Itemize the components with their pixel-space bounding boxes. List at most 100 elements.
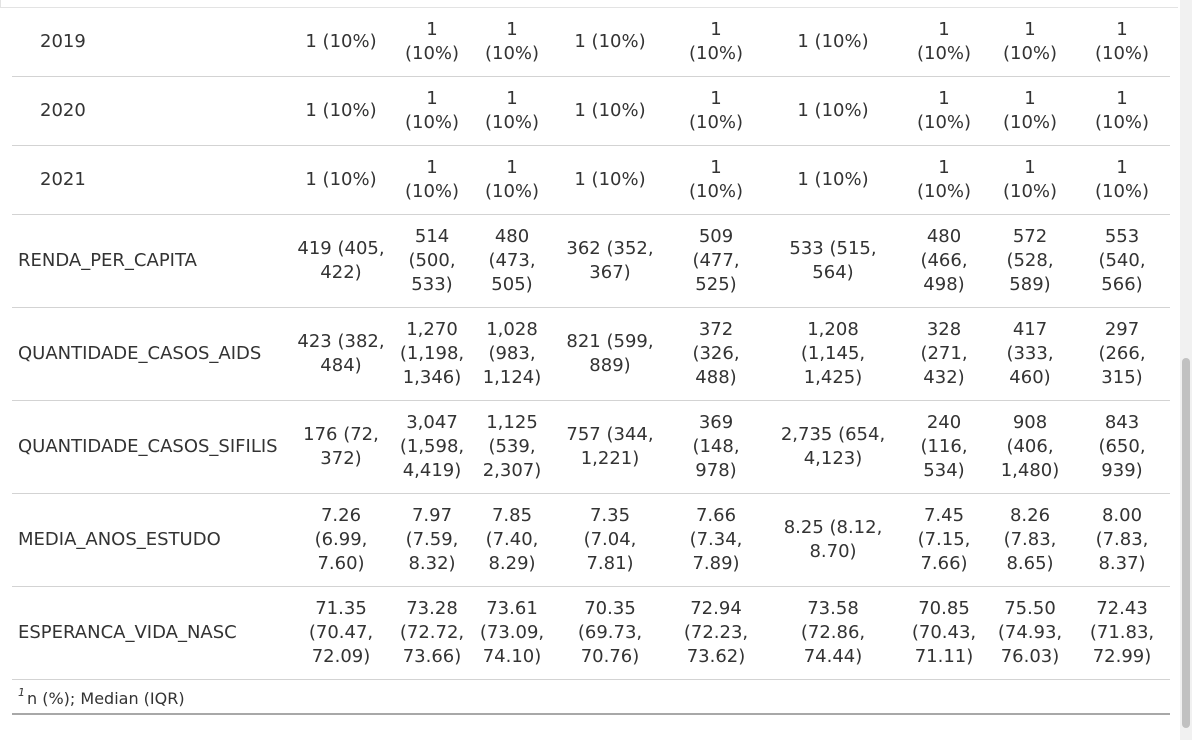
cell-value: 1 (10%) xyxy=(404,88,460,133)
table-cell: 297 (266, 315) xyxy=(1074,307,1170,401)
table-cell: 7.26 (6.99, 7.60) xyxy=(290,493,392,587)
table-cell: 73.28 (72.72, 73.66) xyxy=(392,586,472,679)
table-cell: 1 (10%) xyxy=(552,8,668,77)
table-cell: 1 (10%) xyxy=(668,76,764,146)
cell-value: 417 (333, 460) xyxy=(1006,319,1054,388)
table-cell: 71.35 (70.47, 72.09) xyxy=(290,586,392,679)
cell-value: 73.61 (73.09, 74.10) xyxy=(479,598,545,667)
table-cell: 72.43 (71.83, 72.99) xyxy=(1074,586,1170,679)
cell-value: 7.45 (7.15, 7.66) xyxy=(917,505,971,574)
cell-value: 1 (10%) xyxy=(574,100,646,121)
cell-value: 423 (382, 484) xyxy=(297,331,385,376)
table-cell: 1 (10%) xyxy=(290,145,392,215)
cell-value: 7.97 (7.59, 8.32) xyxy=(405,505,459,574)
row-label: 2020 xyxy=(12,76,290,146)
table-cell: 419 (405, 422) xyxy=(290,214,392,308)
table-cell: 2,735 (654, 4,123) xyxy=(764,400,902,494)
table-cell: 8.26 (7.83, 8.65) xyxy=(986,493,1074,587)
table-cell: 1 (10%) xyxy=(290,8,392,77)
table-cell: 7.85 (7.40, 8.29) xyxy=(472,493,552,587)
table-cell: 1 (10%) xyxy=(1074,8,1170,77)
table-cell: 480 (466, 498) xyxy=(902,214,986,308)
table-cell: 1 (10%) xyxy=(986,76,1074,146)
table-cell: 1 (10%) xyxy=(986,145,1074,215)
cell-value: 1 (10%) xyxy=(688,88,744,133)
footnote-marker: 1 xyxy=(18,686,25,699)
cell-value: 1 (10%) xyxy=(574,31,646,52)
table-cell: 553 (540, 566) xyxy=(1074,214,1170,308)
row-label: QUANTIDADE_CASOS_SIFILIS xyxy=(12,400,290,494)
table-cell: 70.35 (69.73, 70.76) xyxy=(552,586,668,679)
table-cell: 8.25 (8.12, 8.70) xyxy=(764,493,902,587)
cell-value: 73.28 (72.72, 73.66) xyxy=(399,598,465,667)
table-cell: 1,125 (539, 2,307) xyxy=(472,400,552,494)
cell-value: 509 (477, 525) xyxy=(692,226,740,295)
table-cell: 1 (10%) xyxy=(668,145,764,215)
cell-value: 1 (10%) xyxy=(797,169,869,190)
cell-value: 1 (10%) xyxy=(916,88,972,133)
table-cell: 1,270 (1,198, 1,346) xyxy=(392,307,472,401)
table-cell: 1 (10%) xyxy=(290,76,392,146)
table-body: 2019 1 (10%) 1 (10%) 1 (10%) 1 (10%) 1 (10%) 1… xyxy=(12,8,1170,679)
table-cell: 1 (10%) xyxy=(764,8,902,77)
cell-value: 7.26 (6.99, 7.60) xyxy=(314,505,368,574)
cell-value: 1 (10%) xyxy=(688,157,744,202)
footnote-text: n (%); Median (IQR) xyxy=(27,689,185,708)
table-cell: 843 (650, 939) xyxy=(1074,400,1170,494)
cell-value: 75.50 (74.93, 76.03) xyxy=(997,598,1063,667)
table-cell: 8.00 (7.83, 8.37) xyxy=(1074,493,1170,587)
cell-value: 908 (406, 1,480) xyxy=(1000,412,1060,481)
cell-value: 533 (515, 564) xyxy=(789,238,877,283)
table-cell: 1 (10%) xyxy=(902,145,986,215)
cell-value: 7.85 (7.40, 8.29) xyxy=(485,505,539,574)
table-cell: 70.85 (70.43, 71.11) xyxy=(902,586,986,679)
cell-value: 1,125 (539, 2,307) xyxy=(482,412,542,481)
table-cell: 7.45 (7.15, 7.66) xyxy=(902,493,986,587)
table-cell: 7.66 (7.34, 7.89) xyxy=(668,493,764,587)
cell-value: 1 (10%) xyxy=(916,157,972,202)
table-cell: 423 (382, 484) xyxy=(290,307,392,401)
cell-value: 1 (10%) xyxy=(305,169,377,190)
table-cell: 3,047 (1,598, 4,419) xyxy=(392,400,472,494)
table-cell: 75.50 (74.93, 76.03) xyxy=(986,586,1074,679)
cell-value: 572 (528, 589) xyxy=(1006,226,1054,295)
cell-value: 72.94 (72.23, 73.62) xyxy=(683,598,749,667)
cell-value: 7.35 (7.04, 7.81) xyxy=(583,505,637,574)
table-cell: 1 (10%) xyxy=(764,76,902,146)
table-cell: 1 (10%) xyxy=(552,145,668,215)
cell-value: 71.35 (70.47, 72.09) xyxy=(308,598,374,667)
cell-value: 1 (10%) xyxy=(1094,19,1150,64)
cell-value: 1,028 (983, 1,124) xyxy=(482,319,542,388)
row-label: RENDA_PER_CAPITA xyxy=(12,214,290,308)
cell-value: 1 (10%) xyxy=(916,19,972,64)
cell-value: 1 (10%) xyxy=(1002,19,1058,64)
scrollbar-thumb[interactable] xyxy=(1182,358,1190,728)
table-row: 2019 1 (10%) 1 (10%) 1 (10%) 1 (10%) 1 (10%) 1… xyxy=(12,8,1170,77)
cell-value: 7.66 (7.34, 7.89) xyxy=(689,505,743,574)
table-cell: 1 (10%) xyxy=(902,8,986,77)
table-cell: 509 (477, 525) xyxy=(668,214,764,308)
row-label: 2021 xyxy=(12,145,290,215)
table-row: ESPERANCA_VIDA_NASC 71.35 (70.47, 72.09) 7… xyxy=(12,586,1170,679)
cell-value: 1 (10%) xyxy=(484,157,540,202)
cell-value: 1 (10%) xyxy=(305,100,377,121)
cell-value: 176 (72, 372) xyxy=(303,424,379,469)
table-cell: 176 (72, 372) xyxy=(290,400,392,494)
vertical-scrollbar[interactable] xyxy=(1180,0,1192,740)
cell-value: 8.25 (8.12, 8.70) xyxy=(783,517,883,562)
table-cell: 514 (500, 533) xyxy=(392,214,472,308)
cell-value: 1 (10%) xyxy=(305,31,377,52)
cell-value: 1 (10%) xyxy=(484,88,540,133)
cell-value: 1 (10%) xyxy=(1094,157,1150,202)
cell-value: 1 (10%) xyxy=(1002,88,1058,133)
page-top-border xyxy=(0,0,1178,8)
cell-value: 514 (500, 533) xyxy=(408,226,456,295)
table-row: RENDA_PER_CAPITA 419 (405, 422) 514 (500, … xyxy=(12,214,1170,308)
table-cell: 7.35 (7.04, 7.81) xyxy=(552,493,668,587)
cell-value: 821 (599, 889) xyxy=(566,331,654,376)
table-cell: 533 (515, 564) xyxy=(764,214,902,308)
cell-value: 480 (466, 498) xyxy=(920,226,968,295)
table-row: QUANTIDADE_CASOS_SIFILIS 176 (72, 372) 3,0… xyxy=(12,400,1170,494)
cell-value: 553 (540, 566) xyxy=(1098,226,1146,295)
